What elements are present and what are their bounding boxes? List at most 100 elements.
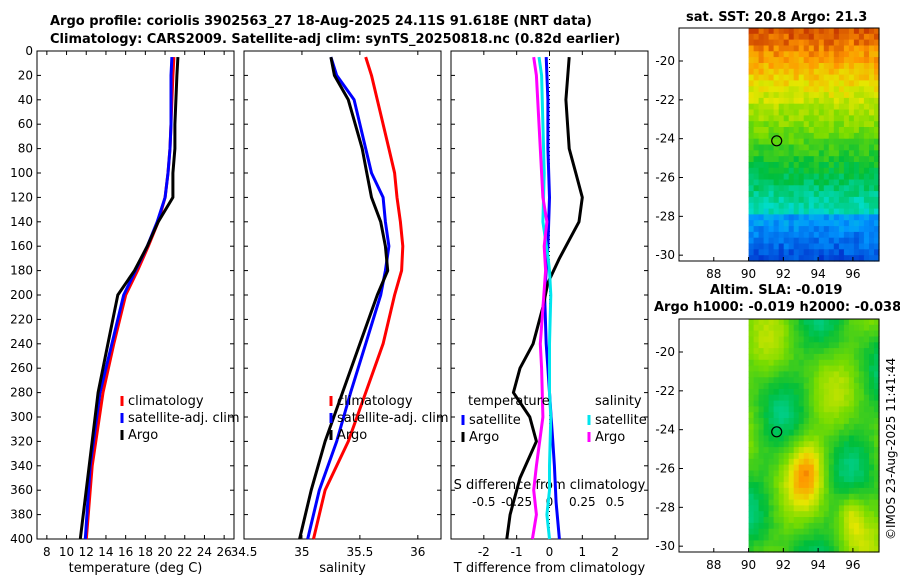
map-y-tick-label: -26 [655,462,675,476]
legend-label: satellite [595,413,647,428]
y-tick-label: 60 [18,117,33,131]
x-tick-label: 36 [410,545,425,559]
map-y-tick-label: -28 [655,500,675,514]
x-tick-label: 20 [157,545,172,559]
profile-panel-frame [243,50,442,540]
y-tick-label: 280 [10,386,33,400]
argo-position-marker [771,426,783,438]
series-salinity-satellite [537,56,553,540]
series-salinity-argo [530,56,549,540]
salinity-diff-tick-label: -0.25 [501,495,532,509]
legend-label: satellite [469,413,521,428]
x-tick-label: 35 [294,545,309,559]
legend-label: satellite-adj. clim [337,411,449,426]
argo-position-marker [771,135,783,147]
x-axis-label: salinity [319,561,366,576]
legend-temperature-title: temperature [468,394,550,409]
map-x-tick-label: 94 [810,267,825,281]
legend-label: satellite-adj. clim [128,411,240,426]
sst-map [678,27,880,262]
salinity-diff-tick-label: -0.5 [472,495,495,509]
x-axis-label: T difference from climatology [453,561,646,576]
x-tick-label: 24 [197,545,212,559]
x-tick-label: -1 [511,545,523,559]
series-argo [298,56,390,540]
x-tick-label: 8 [43,545,51,559]
y-tick-label: 340 [10,459,33,473]
series-temperature-satellite [543,57,561,540]
map-x-tick-label: 94 [810,558,825,572]
legend-label: Argo [337,428,367,443]
y-tick-label: 160 [10,239,33,253]
y-tick-label: 40 [18,93,33,107]
sst-title: sat. SST: 20.8 Argo: 21.3 [686,10,868,25]
sla-title-line-1: Altim. SLA: -0.019 [710,283,843,298]
y-tick-label: 400 [10,532,33,546]
sla-title-line-2: Argo h1000: -0.019 h2000: -0.038 [654,300,900,315]
x-tick-label: 16 [118,545,133,559]
y-tick-label: 180 [10,264,33,278]
series-temperature-argo [505,56,584,540]
y-tick-label: 240 [10,337,33,351]
y-tick-label: 380 [10,508,33,522]
y-tick-label: 20 [18,68,33,82]
map-x-tick-label: 88 [706,558,721,572]
x-tick-label: 1 [579,545,587,559]
x-tick-label: 2 [611,545,619,559]
imos-timestamp: ©IMOS 23-Aug-2025 11:41:44 [884,357,898,540]
x-tick-label: 14 [98,545,113,559]
map-y-tick-label: -20 [655,54,675,68]
x-tick-label: 22 [177,545,192,559]
map-y-tick-label: -26 [655,171,675,185]
y-tick-label: 220 [10,312,33,326]
map-frame [678,318,880,553]
y-tick-label: 140 [10,215,33,229]
map-x-tick-label: 92 [776,267,791,281]
salinity-diff-tick-label: 0.5 [606,495,625,509]
series-satellite-adj-clim [306,56,391,540]
title-line-1: Argo profile: coriolis 3902563_27 18-Aug… [50,14,593,29]
title-line-2: Climatology: CARS2009. Satellite-adj cli… [50,32,621,47]
legend-label: Argo [595,430,625,445]
legend-label: Argo [128,428,158,443]
x-tick-label: 35.5 [347,545,374,559]
y-tick-label: 300 [10,410,33,424]
series-climatology [312,56,405,540]
sla-map [678,318,880,553]
map-x-tick-label: 92 [776,558,791,572]
y-tick-label: 80 [18,142,33,156]
y-tick-label: 120 [10,190,33,204]
salinity-diff-tick-label: 0.25 [569,495,596,509]
map-y-tick-label: -24 [655,423,675,437]
series-argo [78,57,180,540]
map-x-tick-label: 90 [741,558,756,572]
map-frame [678,27,880,262]
map-x-tick-label: 90 [741,267,756,281]
map-y-tick-label: -30 [655,248,675,262]
y-tick-label: 200 [10,288,33,302]
map-x-tick-label: 88 [706,267,721,281]
x-axis-label: temperature (deg C) [69,561,203,576]
map-y-tick-label: -22 [655,384,675,398]
y-tick-label: 260 [10,361,33,375]
x-tick-label: 26 [217,545,232,559]
map-y-tick-label: -28 [655,209,675,223]
x-tick-label: 34.5 [231,545,258,559]
x-tick-label: 10 [59,545,74,559]
map-y-tick-label: -20 [655,345,675,359]
map-x-tick-label: 96 [845,267,860,281]
legend-label: climatology [128,394,204,409]
x-tick-label: 0 [546,545,554,559]
y-tick-label: 100 [10,166,33,180]
x-tick-label: -2 [478,545,490,559]
profile-panel-frame [36,50,235,540]
legend-label: climatology [337,394,413,409]
map-y-tick-label: -24 [655,132,675,146]
x-tick-label: 12 [79,545,94,559]
legend-label: Argo [469,430,499,445]
map-x-tick-label: 96 [845,558,860,572]
y-tick-label: 360 [10,483,33,497]
map-y-tick-label: -22 [655,93,675,107]
legend-salinity-title: salinity [595,394,642,409]
